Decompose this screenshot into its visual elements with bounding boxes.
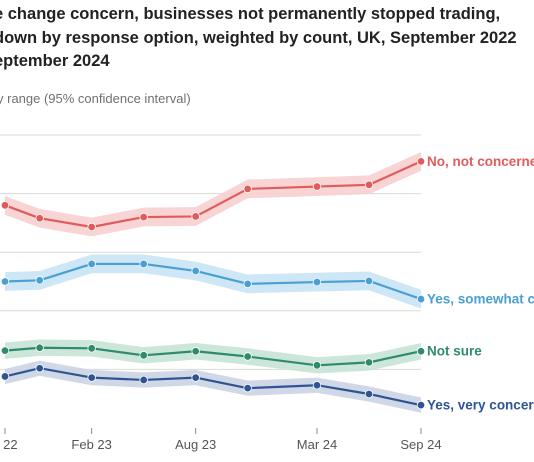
data-point — [139, 351, 148, 360]
data-point — [35, 364, 44, 373]
data-point — [191, 212, 200, 221]
data-point — [364, 276, 374, 286]
chart-title: e change concern, businesses not permane… — [0, 3, 534, 74]
chart-title-line-2: down by response option, weighted by cou… — [0, 28, 517, 47]
data-point — [139, 375, 148, 385]
data-point — [364, 180, 374, 190]
series-label: No, not concerne — [427, 154, 534, 169]
data-point — [87, 373, 96, 382]
chart-title-line-3: eptember 2024 — [0, 52, 110, 70]
chart-title-line-1: e change concern, businesses not permane… — [0, 5, 501, 23]
confidence-band — [5, 254, 421, 309]
x-axis: p 22 Feb 23 Aug 23 Mar 24 Sep 24 — [0, 428, 442, 452]
series-label: Yes, very concern — [427, 398, 534, 413]
data-point — [0, 346, 10, 355]
gridlines — [0, 134, 421, 370]
data-point — [243, 279, 252, 289]
data-point — [35, 214, 44, 223]
data-point — [0, 372, 10, 381]
data-point — [87, 344, 96, 353]
series-label: Yes, somewhat co — [427, 292, 534, 307]
data-point — [35, 276, 44, 285]
x-tick-label: Mar 24 — [297, 437, 337, 452]
data-point — [191, 373, 200, 382]
confidence-interval-legend: y range (95% confidence interval) — [0, 91, 191, 106]
x-tick-label: Feb 23 — [71, 437, 111, 452]
x-tick-label: p 22 — [0, 437, 18, 452]
x-tick-label: Sep 24 — [400, 437, 441, 452]
x-tick-label: Aug 23 — [175, 437, 216, 452]
data-point — [416, 400, 426, 410]
data-point — [139, 212, 148, 222]
data-point — [364, 358, 374, 367]
data-point — [312, 277, 322, 287]
data-point — [416, 347, 426, 356]
data-point — [191, 266, 200, 276]
data-point — [87, 222, 96, 232]
data-point — [243, 352, 252, 361]
data-points — [0, 157, 426, 410]
confidence-band — [5, 360, 421, 413]
series-label: Not sure — [427, 344, 482, 359]
data-point — [364, 389, 374, 399]
data-point — [35, 343, 44, 352]
data-point — [243, 184, 252, 194]
data-point — [191, 347, 200, 356]
data-point — [87, 259, 96, 269]
data-point — [416, 157, 426, 166]
confidence-band — [5, 151, 421, 237]
data-point — [312, 381, 322, 390]
data-point — [312, 361, 322, 370]
data-point — [0, 201, 10, 210]
data-point — [0, 277, 10, 286]
data-point — [139, 259, 148, 269]
series-labels: No, not concerne Yes, somewhat co Not sure… — [427, 154, 534, 413]
data-point — [416, 294, 426, 304]
data-point — [243, 383, 252, 393]
data-point — [312, 182, 322, 191]
